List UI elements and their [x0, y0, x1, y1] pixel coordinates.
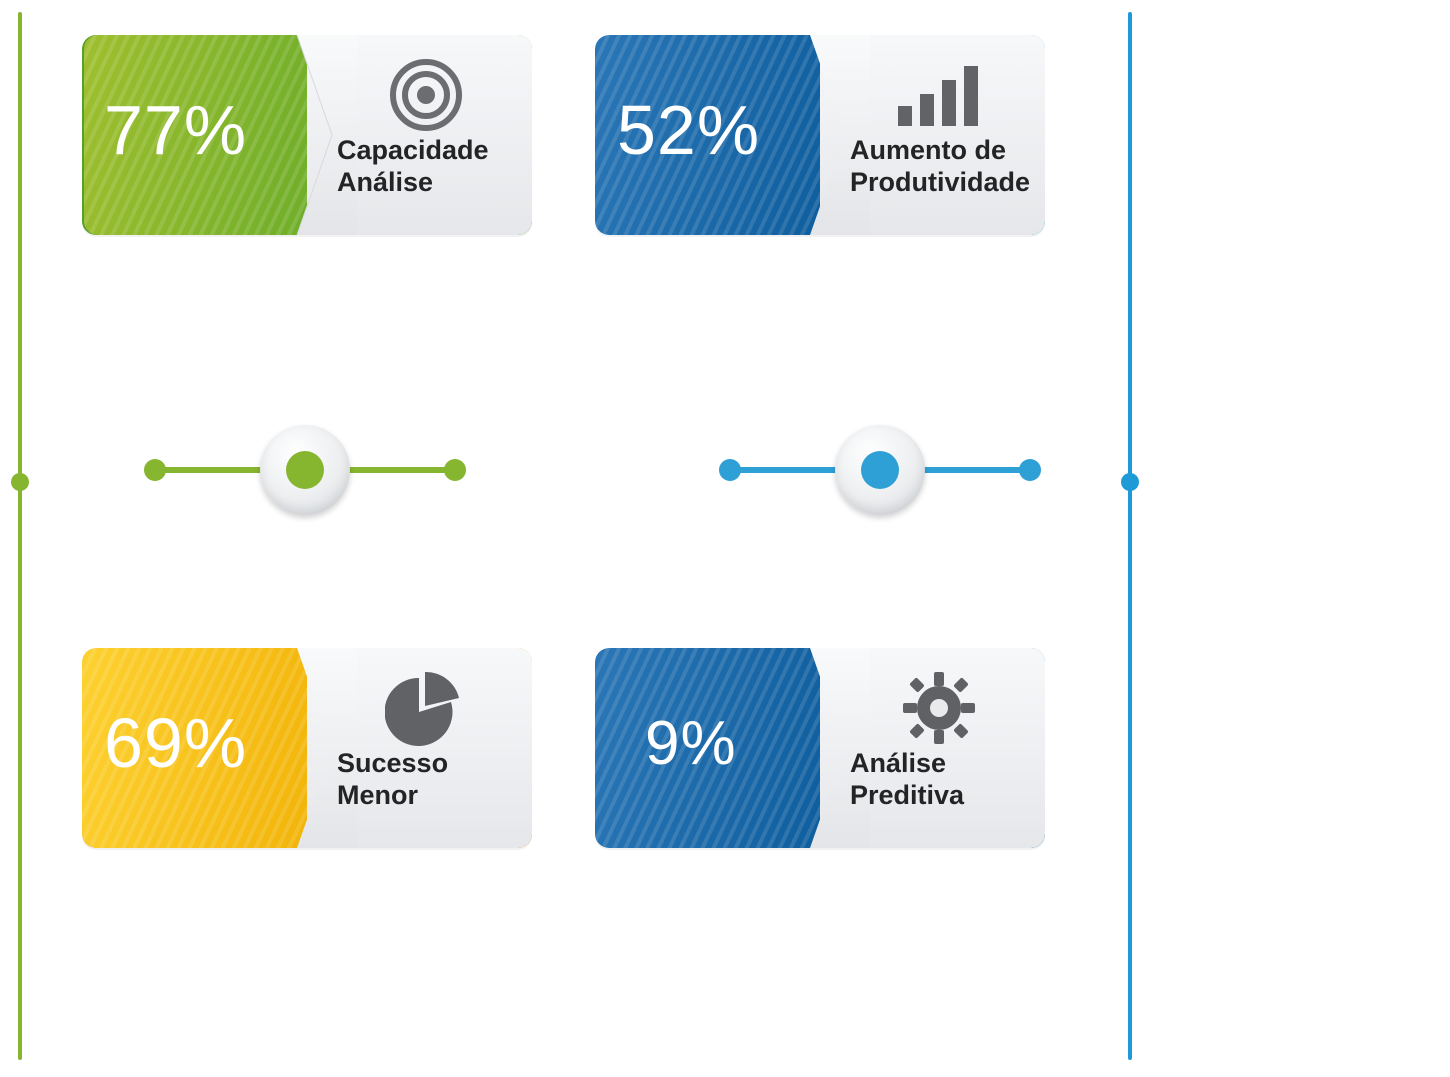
axis-left-dot — [11, 473, 29, 491]
card-label-line2: Análise — [337, 167, 433, 197]
card-preditiva: 9% — [595, 648, 1045, 848]
card-right: Capacidade Análise — [337, 55, 514, 217]
card-right: Análise Preditiva — [850, 668, 1027, 830]
pie-icon — [337, 668, 514, 748]
gear-icon — [850, 668, 1027, 748]
card-percent: 77% — [104, 90, 247, 170]
axis-right — [1128, 12, 1132, 1060]
card-label: Análise Preditiva — [850, 748, 964, 812]
bars-icon — [850, 55, 1027, 135]
connector-dot-right — [444, 459, 466, 481]
card-capacidade: 77% Capacidade Análise — [82, 35, 532, 235]
card-produtividade: 52% Aumento de Produtividade — [595, 35, 1045, 235]
card-percent: 9% — [645, 708, 737, 779]
connector-dot-left — [144, 459, 166, 481]
card-label-line2: Menor — [337, 780, 418, 810]
axis-left — [18, 12, 22, 1060]
card-label-line1: Sucesso — [337, 748, 448, 778]
card-label-line1: Aumento de — [850, 135, 1006, 165]
card-right: Sucesso Menor — [337, 668, 514, 830]
connector-dot-left — [719, 459, 741, 481]
card-label-line2: Preditiva — [850, 780, 964, 810]
card-percent: 69% — [104, 703, 247, 783]
infographic-canvas: 77% Capacidade Análise — [0, 0, 1450, 1077]
card-label: Capacidade Análise — [337, 135, 489, 199]
axis-right-dot — [1121, 473, 1139, 491]
connector-dot-right — [1019, 459, 1041, 481]
connector-center — [260, 425, 350, 515]
card-label-line1: Análise — [850, 748, 946, 778]
card-percent: 52% — [617, 90, 760, 170]
target-icon — [337, 55, 514, 135]
card-label: Sucesso Menor — [337, 748, 448, 812]
connector-center — [835, 425, 925, 515]
card-label-line2: Produtividade — [850, 167, 1030, 197]
card-sucesso: 69% Sucesso Menor — [82, 648, 532, 848]
connector-green — [145, 425, 465, 515]
card-label-line1: Capacidade — [337, 135, 489, 165]
card-right: Aumento de Produtividade — [850, 55, 1027, 217]
card-label: Aumento de Produtividade — [850, 135, 1030, 199]
connector-blue — [720, 425, 1040, 515]
